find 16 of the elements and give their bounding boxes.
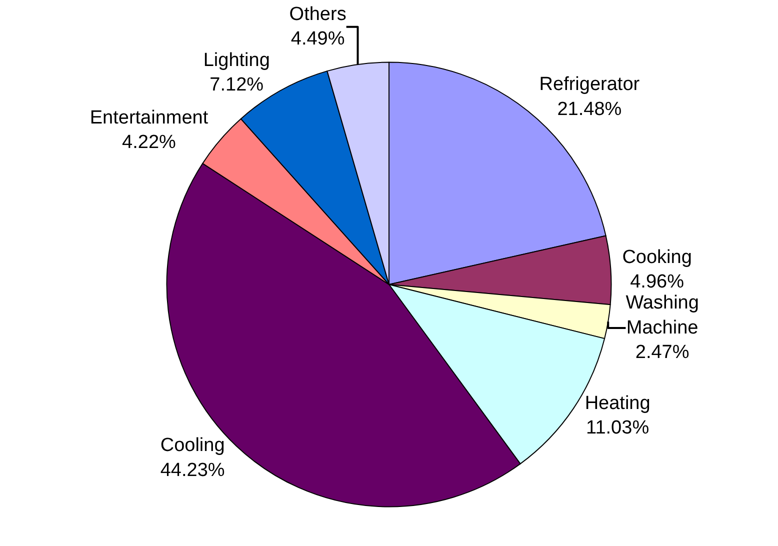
slice-label: Washing Machine	[626, 292, 699, 338]
data-label: 2.47%	[635, 342, 690, 364]
slice-label: Refrigerator	[539, 74, 640, 96]
data-label: 4.96%	[630, 272, 684, 293]
data-label: 7.12%	[210, 74, 264, 96]
slice-label: Heating	[584, 392, 650, 414]
slice-label: Entertainment	[90, 107, 209, 128]
slice-label: Cooling	[160, 435, 225, 456]
slice-label: Cooking	[622, 247, 692, 268]
data-label: 11.03%	[586, 418, 650, 439]
data-label: 4.49%	[290, 28, 345, 50]
data-label: 44.23%	[160, 460, 225, 481]
slice-label: Lighting	[203, 50, 270, 71]
data-label: 4.22%	[122, 132, 176, 154]
data-label: 21.48%	[557, 98, 622, 120]
slice-label: Others	[289, 4, 346, 26]
